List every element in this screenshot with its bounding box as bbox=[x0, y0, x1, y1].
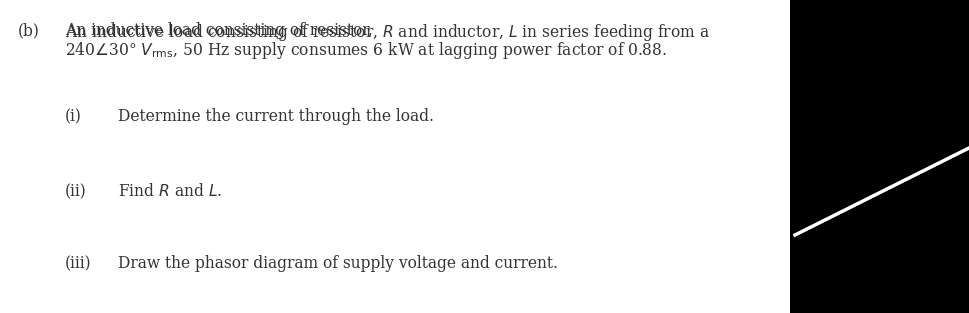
Text: (b): (b) bbox=[18, 22, 40, 39]
Text: (ii): (ii) bbox=[65, 183, 87, 200]
Text: 240$\angle$30° $V_\mathrm{rms}$, 50 Hz supply consumes 6 kW at lagging power fac: 240$\angle$30° $V_\mathrm{rms}$, 50 Hz s… bbox=[65, 40, 668, 61]
Text: (i): (i) bbox=[65, 108, 81, 125]
Text: An inductive load consisting of resistor, $R$ and inductor, $L$ in series feedin: An inductive load consisting of resistor… bbox=[65, 22, 710, 43]
Text: An inductive load consisting of resistor,: An inductive load consisting of resistor… bbox=[65, 22, 378, 39]
Text: Find $R$ and $L$.: Find $R$ and $L$. bbox=[118, 183, 223, 200]
Text: Draw the phasor diagram of supply voltage and current.: Draw the phasor diagram of supply voltag… bbox=[118, 255, 558, 272]
Bar bbox=[790, 0, 969, 313]
Text: (iii): (iii) bbox=[65, 255, 92, 272]
Text: Determine the current through the load.: Determine the current through the load. bbox=[118, 108, 434, 125]
